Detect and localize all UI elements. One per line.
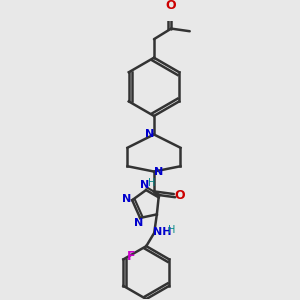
Text: N: N xyxy=(145,130,154,140)
Text: O: O xyxy=(166,0,176,12)
Text: N: N xyxy=(134,218,143,228)
Text: N: N xyxy=(140,180,149,190)
Text: NH: NH xyxy=(153,226,172,237)
Text: O: O xyxy=(174,189,185,202)
Text: H: H xyxy=(168,225,175,235)
Text: F: F xyxy=(127,250,135,263)
Text: N: N xyxy=(122,194,131,204)
Text: N: N xyxy=(154,167,164,176)
Text: H: H xyxy=(148,178,155,188)
